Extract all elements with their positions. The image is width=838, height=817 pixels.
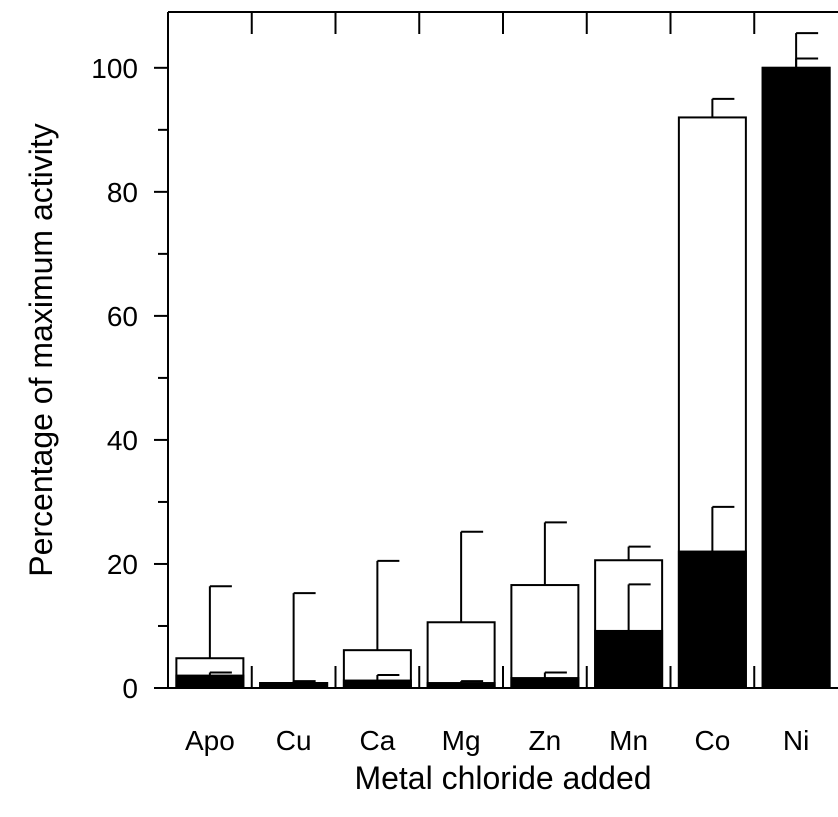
- x-tick-label: Co: [694, 725, 730, 756]
- bar: [342, 679, 412, 690]
- bar: [259, 682, 329, 689]
- bar: [175, 674, 245, 689]
- bar: [677, 550, 747, 689]
- y-tick-label: 40: [107, 425, 138, 456]
- bar: [426, 621, 496, 690]
- axis-ticks: [154, 12, 756, 689]
- error-bars: [208, 32, 819, 684]
- y-tick-labels: 0 20 40 60 80 100: [91, 53, 138, 704]
- y-axis-title: Percentage of maximum activity: [23, 123, 59, 577]
- bar: [510, 677, 580, 690]
- y-tick-label: 0: [122, 673, 138, 704]
- bar: [761, 66, 831, 689]
- x-tick-label: Zn: [529, 725, 562, 756]
- x-tick-label: Cu: [276, 725, 312, 756]
- x-tick-label: Apo: [185, 725, 235, 756]
- y-tick-label: 60: [107, 301, 138, 332]
- y-tick-label: 80: [107, 177, 138, 208]
- bar: [426, 682, 496, 689]
- x-tick-labels: Apo Cu Ca Mg Zn Mn Co Ni: [185, 725, 809, 756]
- bar: [594, 629, 664, 689]
- y-tick-label: 100: [91, 53, 138, 84]
- x-tick-label: Ca: [359, 725, 395, 756]
- x-tick-label: Mn: [609, 725, 648, 756]
- x-tick-label: Ni: [783, 725, 809, 756]
- x-axis-title: Metal chloride added: [354, 760, 651, 796]
- x-tick-label: Mg: [442, 725, 481, 756]
- black-bar-series: [175, 66, 831, 690]
- y-tick-label: 20: [107, 549, 138, 580]
